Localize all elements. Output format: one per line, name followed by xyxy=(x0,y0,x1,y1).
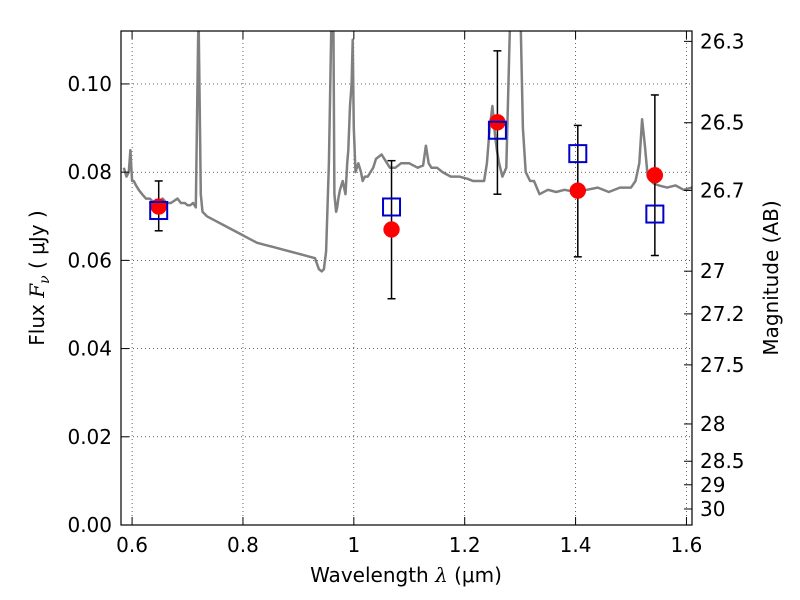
observed-point xyxy=(383,221,400,238)
magnitude-tick-label: 30 xyxy=(700,497,725,521)
spectrum-layer xyxy=(122,31,692,273)
magnitude-tick-label: 28 xyxy=(700,412,725,436)
magnitude-axis-label: Magnitude (AB) xyxy=(759,200,783,355)
x-tick-label: 1 xyxy=(347,533,360,557)
observed-point xyxy=(646,166,664,184)
y-tick-label: 0.06 xyxy=(67,248,112,272)
model-point xyxy=(568,144,588,164)
model-point xyxy=(487,120,507,140)
y-tick-label: 0.00 xyxy=(67,513,112,537)
x-tick-labels: 0.6 0.8 1 1.2 1.4 1.6 xyxy=(116,533,702,557)
y-tick-label: 0.02 xyxy=(67,425,112,449)
x-tick-label: 1.6 xyxy=(671,533,703,557)
x-tick-label: 0.6 xyxy=(116,533,148,557)
model-points-layer xyxy=(149,120,665,224)
model-point xyxy=(382,197,402,217)
x-tick-label: 0.8 xyxy=(227,533,259,557)
x-tick-label: 1.2 xyxy=(449,533,481,557)
plot-frame xyxy=(120,30,693,526)
magnitude-tick-label: 26.7 xyxy=(700,178,745,202)
model-point xyxy=(149,201,169,221)
y-tick-label: 0.08 xyxy=(67,160,112,184)
magnitude-tick-label: 27.5 xyxy=(700,353,745,377)
y-tick-label: 0.04 xyxy=(67,337,112,361)
magnitude-tick-label: 29 xyxy=(700,473,725,497)
magnitude-tick-label: 28.5 xyxy=(700,449,745,473)
model-point xyxy=(645,204,665,224)
magnitude-tick-label: 26.5 xyxy=(700,111,745,135)
spectrum-line xyxy=(122,31,692,273)
magnitude-tick-label: 27.2 xyxy=(700,302,745,326)
y-tick-label: 0.10 xyxy=(67,72,112,96)
magnitude-tick-label: 26.3 xyxy=(700,29,745,53)
observed-point xyxy=(569,182,587,199)
y-tick-labels: 0.00 0.02 0.04 0.06 0.08 0.10 xyxy=(67,72,112,537)
magnitude-tick-label: 27 xyxy=(700,259,725,283)
x-axis-label: Wavelength λ (μm) xyxy=(310,563,502,587)
x-tick-label: 1.4 xyxy=(560,533,592,557)
tick-marks xyxy=(121,31,692,526)
observed-point xyxy=(150,198,167,215)
y-axis-label: Flux Fν ( μJy ) xyxy=(25,210,53,345)
